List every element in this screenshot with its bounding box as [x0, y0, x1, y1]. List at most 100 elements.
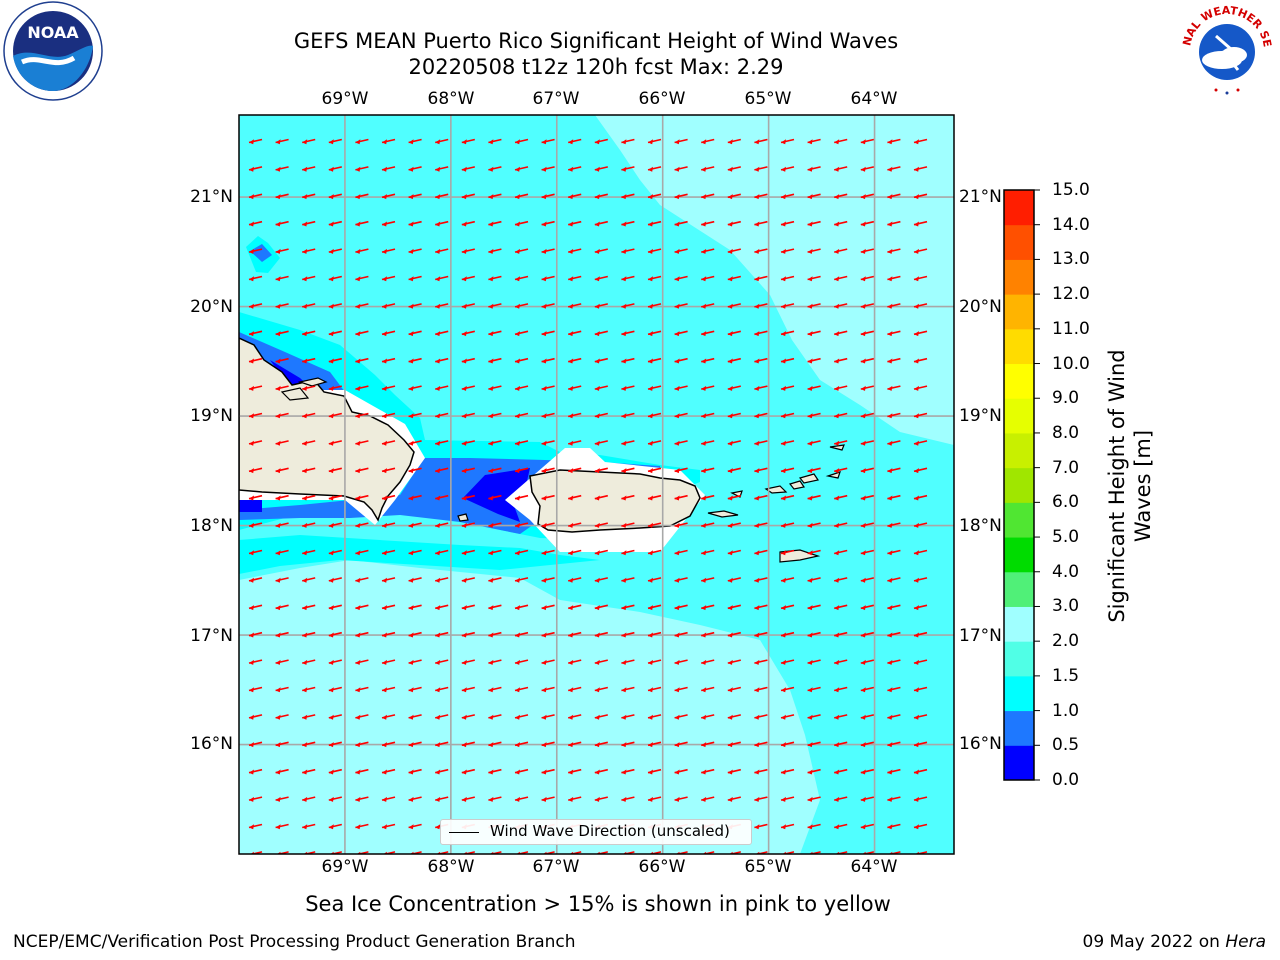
wave-direction-arrow — [435, 522, 449, 528]
wave-direction-arrow — [807, 248, 821, 254]
wave-direction-arrow — [381, 714, 396, 720]
wave-direction-arrow — [887, 577, 901, 583]
wave-direction-arrow — [435, 549, 449, 556]
wave-direction-arrow — [408, 138, 422, 145]
wave-direction-arrow — [621, 275, 635, 282]
wave-direction-arrow — [302, 577, 316, 583]
wave-direction-arrow — [248, 741, 263, 748]
wave-direction-arrow — [355, 522, 369, 528]
wave-direction-arrow — [435, 768, 449, 775]
wave-direction-arrow — [381, 741, 396, 748]
wave-direction-arrow — [514, 522, 529, 528]
wave-direction-arrow — [514, 604, 529, 611]
wave-direction-arrow — [302, 467, 316, 474]
wave-direction-arrow — [780, 303, 795, 309]
wave-direction-arrow — [275, 303, 289, 309]
wave-direction-arrow — [754, 467, 768, 474]
wave-direction-arrow — [754, 686, 768, 693]
wave-direction-arrow — [647, 220, 662, 227]
wave-direction-arrow — [275, 631, 289, 638]
wave-direction-arrow — [834, 714, 848, 720]
wave-direction-arrow — [807, 138, 821, 145]
wave-direction-arrow — [541, 220, 555, 227]
wave-direction-arrow — [701, 604, 715, 611]
wave-direction-arrow — [701, 193, 715, 200]
wave-direction-arrow — [621, 714, 635, 720]
wave-direction-arrow — [275, 166, 289, 172]
colorbar-label: Significant Height of Wind Waves [m] — [1105, 349, 1155, 623]
wave-direction-arrow — [514, 631, 529, 638]
lat-label-right-21: 21°N — [959, 187, 1002, 207]
wave-direction-arrow — [488, 741, 502, 748]
wave-direction-arrow — [541, 577, 555, 583]
wave-direction-arrow — [860, 440, 874, 446]
wave-direction-arrow — [328, 412, 342, 419]
wave-direction-arrow — [248, 166, 263, 172]
colorbar-tick-label: 4.0 — [1052, 561, 1080, 582]
map-legend: Wind Wave Direction (unscaled) — [440, 819, 752, 845]
wave-direction-arrow — [834, 357, 848, 364]
wave-direction-arrow — [780, 549, 795, 556]
wave-direction-arrow — [887, 220, 901, 227]
wave-direction-arrow — [248, 631, 263, 638]
land-st-john — [788, 480, 805, 490]
wave-direction-arrow — [381, 604, 396, 611]
colorbar-tick-label: 0.0 — [1052, 770, 1080, 790]
wave-direction-arrow — [621, 138, 635, 145]
wave-direction-arrow — [913, 138, 928, 145]
wave-direction-arrow — [834, 494, 848, 501]
wave-direction-arrow — [621, 412, 635, 419]
wave-direction-arrow — [514, 303, 529, 309]
lat-label-left-18: 18°N — [190, 516, 233, 536]
colorbar-segment — [1004, 294, 1034, 330]
wave-direction-arrow — [727, 193, 741, 200]
wave-direction-arrow — [248, 768, 263, 775]
wave-direction-arrow — [807, 330, 821, 337]
wave-direction-arrow — [568, 494, 582, 501]
wave-direction-arrow — [461, 686, 475, 693]
wave-direction-arrow — [887, 166, 901, 172]
wave-direction-arrow — [408, 385, 422, 391]
wave-direction-arrow — [913, 467, 928, 474]
wave-direction-arrow — [435, 631, 449, 638]
wave-direction-arrow — [461, 248, 475, 254]
wave-direction-arrow — [461, 412, 475, 419]
colorbar-tick-label: 0.5 — [1052, 735, 1080, 756]
wave-direction-arrow — [887, 823, 901, 830]
wave-direction-arrow — [488, 494, 502, 501]
colorbar-segment — [1004, 710, 1034, 746]
wave-direction-arrow — [621, 193, 635, 200]
lat-label-left-19: 19°N — [190, 406, 233, 426]
wave-direction-arrow — [355, 659, 369, 665]
wave-direction-arrow — [807, 467, 821, 474]
wave-direction-arrow — [594, 166, 608, 172]
wave-direction-arrow — [701, 768, 715, 775]
wave-direction-arrow — [302, 494, 316, 501]
wave-direction-arrow — [701, 275, 715, 282]
wave-direction-arrow — [621, 659, 635, 665]
wave-direction-arrow — [701, 138, 715, 145]
wave-direction-arrow — [408, 412, 422, 419]
map-frame — [238, 114, 955, 855]
colorbar-segment — [1004, 259, 1034, 295]
wave-direction-arrow — [408, 741, 422, 748]
land-anegada — [825, 471, 841, 479]
wave-direction-arrow — [887, 440, 901, 446]
wave-direction-arrow — [328, 166, 342, 172]
wave-direction-arrow — [328, 303, 342, 309]
wave-direction-arrow — [435, 741, 449, 748]
wave-direction-arrow — [355, 714, 369, 720]
wave-direction-arrow — [275, 604, 289, 611]
wave-direction-arrow — [701, 522, 715, 528]
wave-direction-arrow — [461, 275, 475, 282]
colorbar-segment — [1004, 502, 1034, 538]
wave-direction-arrow — [834, 549, 848, 556]
wave-direction-arrow — [461, 440, 475, 446]
colorbar-segment — [1004, 641, 1034, 677]
wave-direction-arrow — [780, 631, 795, 638]
wave-direction-arrow — [754, 193, 768, 200]
wave-direction-arrow — [488, 357, 502, 364]
wave-direction-arrow — [302, 631, 316, 638]
wave-direction-arrow — [913, 248, 928, 254]
wave-direction-arrow — [727, 577, 741, 583]
